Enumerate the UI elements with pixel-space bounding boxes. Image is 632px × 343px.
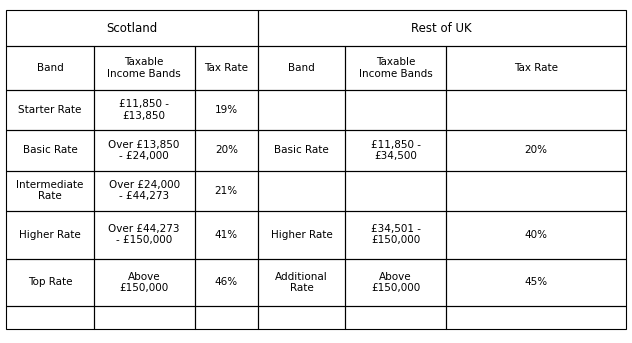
Text: Scotland: Scotland <box>106 22 158 35</box>
Text: Taxable
Income Bands: Taxable Income Bands <box>107 57 181 79</box>
Text: Over £24,000
- £44,273: Over £24,000 - £44,273 <box>109 180 179 201</box>
Text: Band: Band <box>37 63 63 73</box>
Text: 40%: 40% <box>525 230 547 240</box>
Text: Additional
Rate: Additional Rate <box>275 272 328 293</box>
Text: £34,501 -
£150,000: £34,501 - £150,000 <box>370 224 421 246</box>
Text: Higher Rate: Higher Rate <box>19 230 81 240</box>
Text: Starter Rate: Starter Rate <box>18 105 82 115</box>
Text: Taxable
Income Bands: Taxable Income Bands <box>359 57 432 79</box>
Text: Above
£150,000: Above £150,000 <box>119 272 169 293</box>
Text: 41%: 41% <box>215 230 238 240</box>
Text: Above
£150,000: Above £150,000 <box>371 272 420 293</box>
Text: Tax Rate: Tax Rate <box>514 63 558 73</box>
Text: Over £44,273
- £150,000: Over £44,273 - £150,000 <box>108 224 180 246</box>
Text: Over £13,850
- £24,000: Over £13,850 - £24,000 <box>109 140 179 161</box>
Text: Basic Rate: Basic Rate <box>274 145 329 155</box>
Text: 20%: 20% <box>525 145 547 155</box>
Text: £11,850 -
£13,850: £11,850 - £13,850 <box>119 99 169 121</box>
Text: Basic Rate: Basic Rate <box>23 145 77 155</box>
Text: 45%: 45% <box>525 277 547 287</box>
Text: £11,850 -
£34,500: £11,850 - £34,500 <box>370 140 421 161</box>
Text: Rest of UK: Rest of UK <box>411 22 472 35</box>
Text: Top Rate: Top Rate <box>28 277 72 287</box>
Text: Higher Rate: Higher Rate <box>270 230 332 240</box>
Text: Intermediate
Rate: Intermediate Rate <box>16 180 83 201</box>
Text: 21%: 21% <box>215 186 238 196</box>
Text: Tax Rate: Tax Rate <box>204 63 248 73</box>
Text: 20%: 20% <box>215 145 238 155</box>
Text: Band: Band <box>288 63 315 73</box>
Text: 46%: 46% <box>215 277 238 287</box>
Text: 19%: 19% <box>215 105 238 115</box>
